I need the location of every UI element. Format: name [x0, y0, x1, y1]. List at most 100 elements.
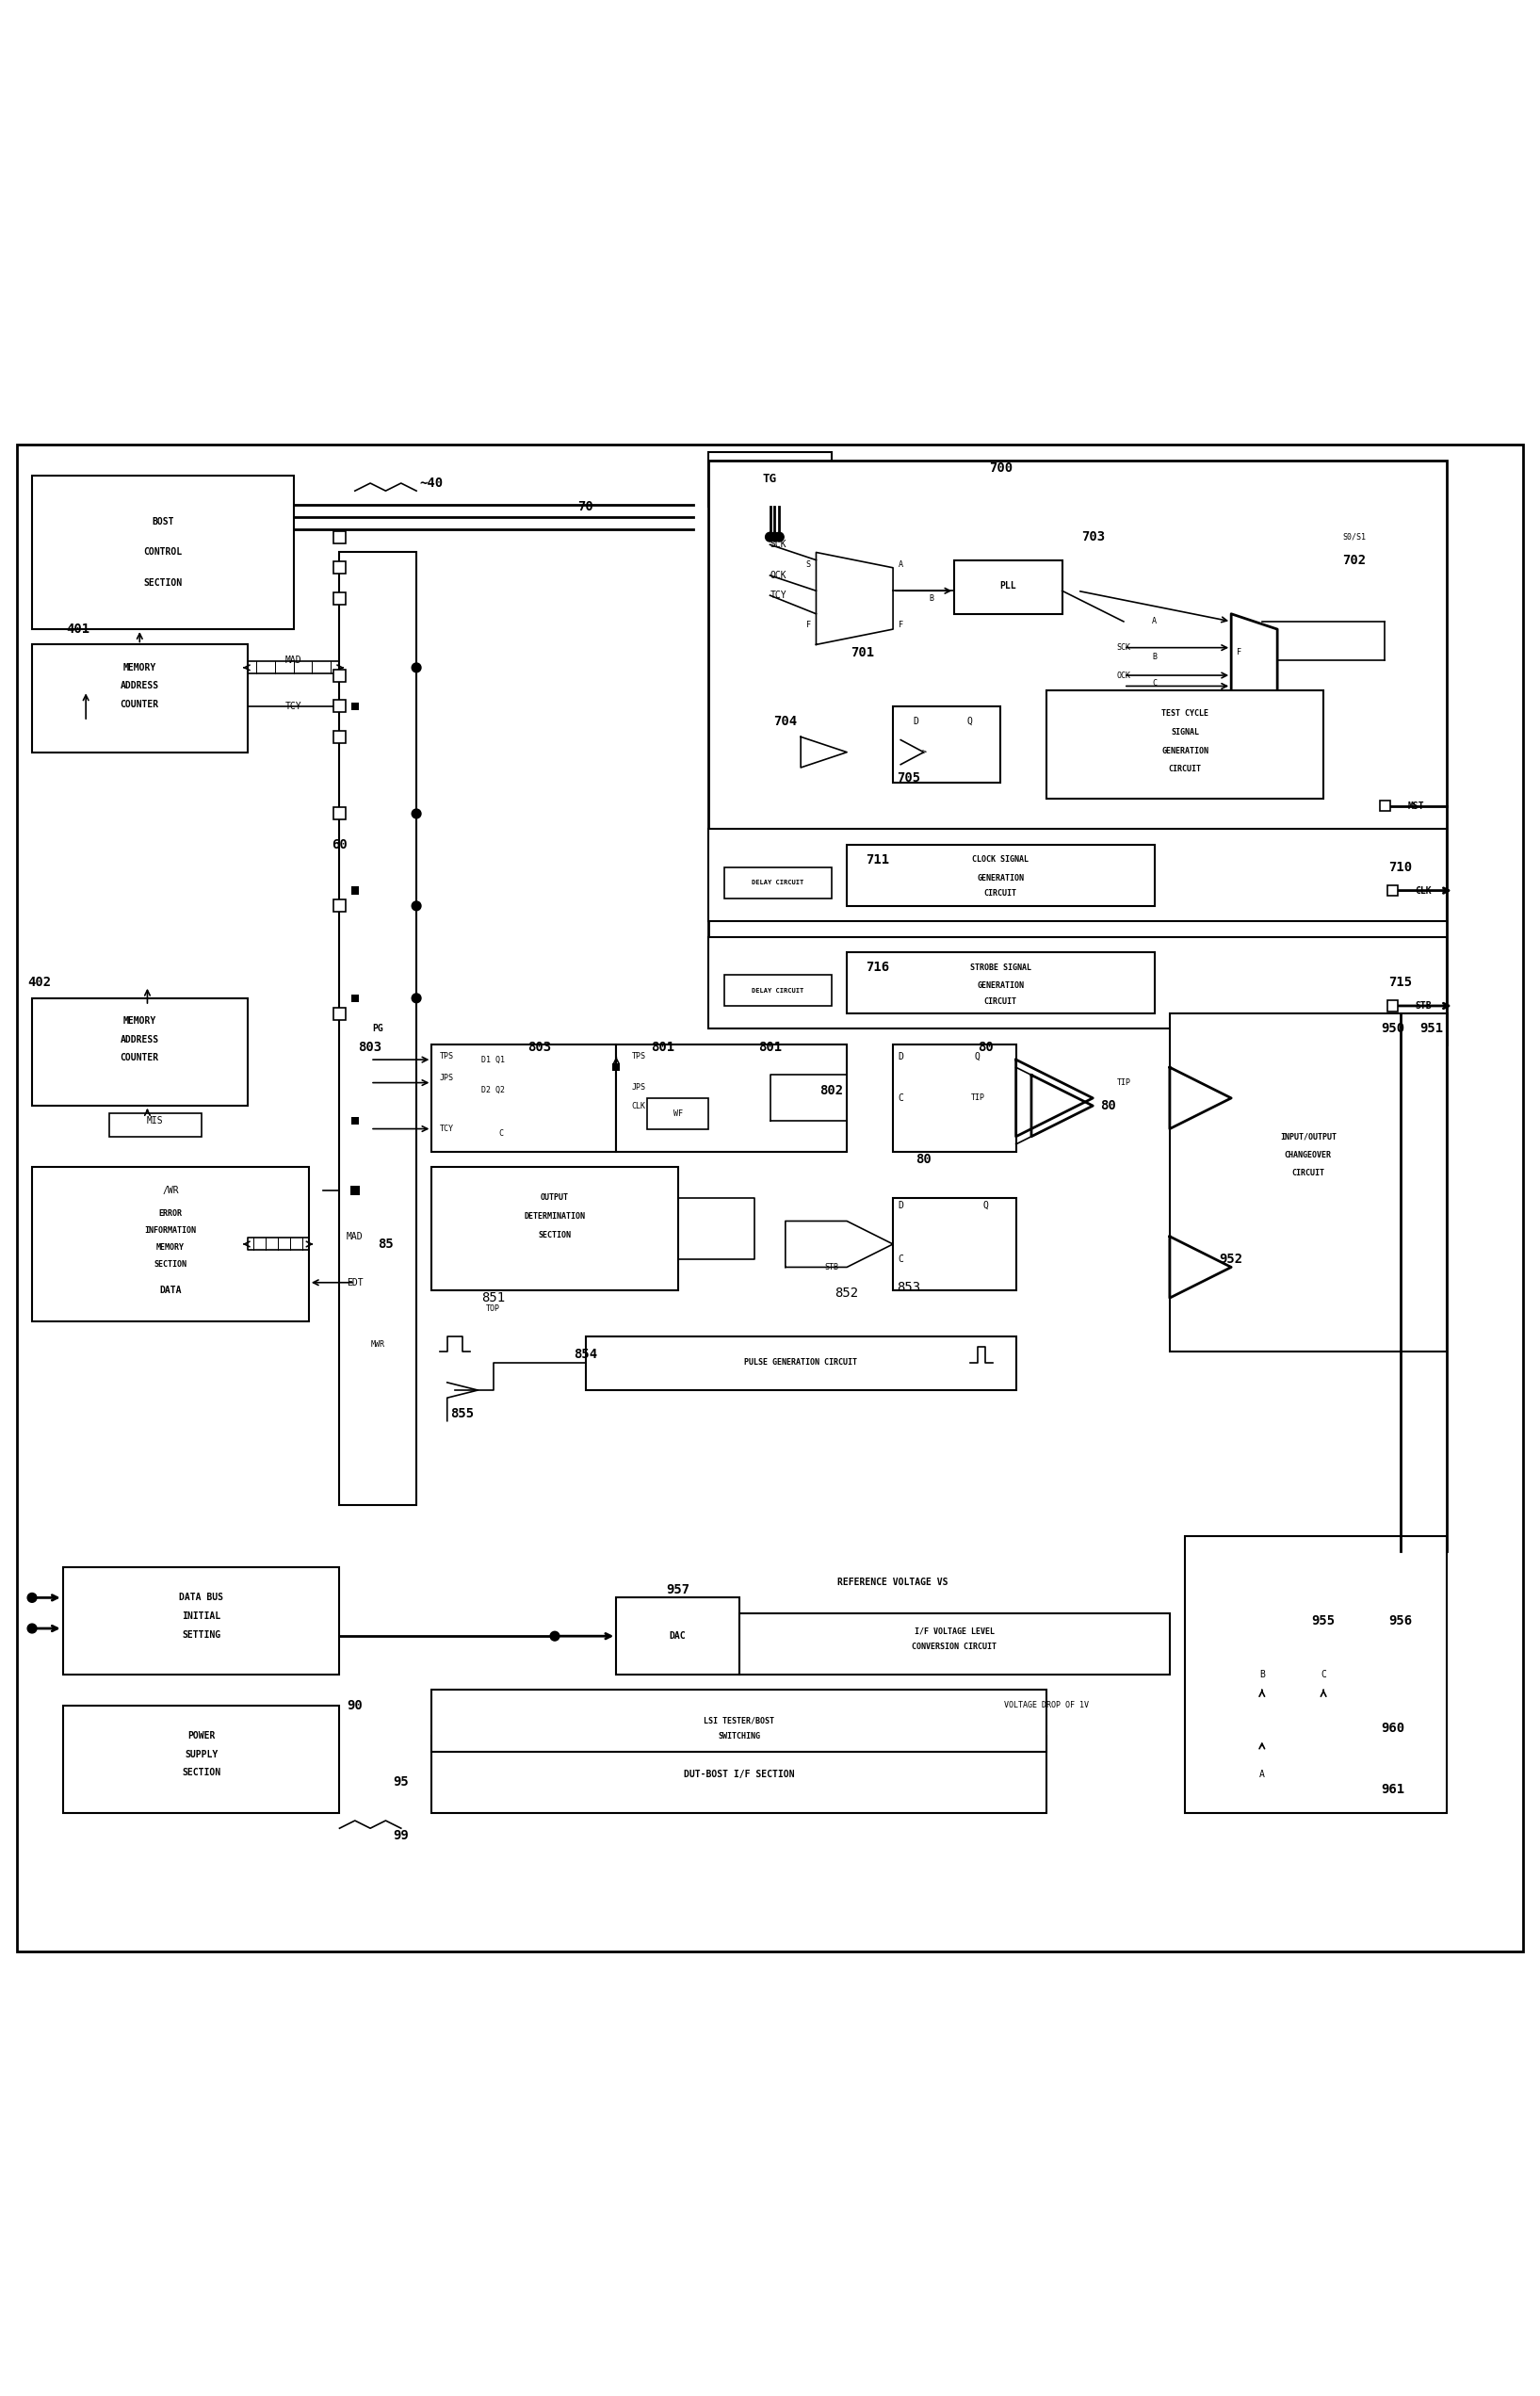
Text: C: C [898, 1093, 904, 1102]
Text: 700: 700 [989, 460, 1012, 474]
Text: 715: 715 [1389, 975, 1412, 990]
FancyBboxPatch shape [431, 1045, 616, 1152]
Text: DUT-BOST I/F SECTION: DUT-BOST I/F SECTION [684, 1771, 795, 1780]
Text: CLK: CLK [1415, 887, 1432, 896]
Text: OUTPUT: OUTPUT [541, 1193, 568, 1203]
Text: 853: 853 [896, 1279, 921, 1294]
Circle shape [411, 664, 420, 673]
FancyBboxPatch shape [724, 975, 832, 1006]
Text: 705: 705 [896, 772, 921, 786]
FancyBboxPatch shape [333, 731, 345, 743]
Text: B: B [929, 594, 933, 604]
FancyBboxPatch shape [431, 1689, 1047, 1751]
FancyBboxPatch shape [585, 1337, 1016, 1390]
FancyBboxPatch shape [333, 700, 345, 712]
Text: CONVERSION CIRCUIT: CONVERSION CIRCUIT [912, 1644, 996, 1651]
Text: 854: 854 [574, 1349, 598, 1361]
Text: A: A [1260, 1771, 1264, 1780]
FancyBboxPatch shape [893, 707, 1001, 783]
Text: D: D [913, 716, 919, 726]
Text: 703: 703 [1081, 530, 1104, 544]
Text: CLOCK SIGNAL: CLOCK SIGNAL [972, 855, 1029, 865]
FancyBboxPatch shape [350, 1186, 359, 1196]
Text: OCK: OCK [770, 570, 787, 580]
Text: 960: 960 [1381, 1723, 1404, 1735]
FancyBboxPatch shape [893, 1045, 1016, 1152]
Text: 852: 852 [835, 1287, 859, 1301]
Text: D: D [898, 1200, 904, 1210]
Text: TIP: TIP [1116, 1078, 1130, 1088]
Text: COUNTER: COUNTER [120, 700, 159, 709]
Text: 961: 961 [1381, 1783, 1404, 1797]
Text: PULSE GENERATION CIRCUIT: PULSE GENERATION CIRCUIT [744, 1359, 858, 1366]
Text: 80: 80 [1101, 1100, 1116, 1112]
Text: SECTION: SECTION [539, 1232, 571, 1239]
FancyBboxPatch shape [893, 1198, 1016, 1289]
FancyBboxPatch shape [847, 951, 1155, 1014]
Text: CIRCUIT: CIRCUIT [984, 889, 1016, 898]
FancyBboxPatch shape [32, 1167, 310, 1320]
FancyBboxPatch shape [351, 887, 359, 894]
Text: MEMORY: MEMORY [123, 664, 156, 673]
Text: GENERATION: GENERATION [976, 875, 1024, 882]
Text: MAD: MAD [285, 654, 302, 664]
FancyBboxPatch shape [708, 829, 1446, 922]
Text: 401: 401 [66, 623, 89, 635]
FancyBboxPatch shape [333, 1006, 345, 1021]
Text: 956: 956 [1389, 1615, 1412, 1627]
Text: EDT: EDT [346, 1277, 363, 1287]
FancyBboxPatch shape [351, 702, 359, 709]
Text: STB: STB [824, 1263, 839, 1272]
FancyBboxPatch shape [708, 937, 1446, 1028]
Text: MEMORY: MEMORY [123, 1016, 156, 1025]
Text: Q: Q [967, 716, 973, 726]
Text: SIGNAL: SIGNAL [1170, 728, 1200, 736]
FancyBboxPatch shape [63, 1706, 339, 1814]
FancyBboxPatch shape [339, 553, 416, 1505]
Text: 851: 851 [482, 1291, 505, 1303]
Text: JPS: JPS [631, 1083, 645, 1093]
Text: C: C [499, 1129, 504, 1138]
Text: Q: Q [983, 1200, 989, 1210]
Text: 702: 702 [1343, 553, 1366, 565]
Text: 716: 716 [865, 961, 890, 975]
Text: 950: 950 [1381, 1023, 1404, 1035]
FancyBboxPatch shape [1047, 690, 1323, 798]
Text: 70: 70 [578, 501, 593, 513]
Circle shape [765, 532, 775, 541]
Text: S: S [805, 561, 810, 568]
Text: INFORMATION: INFORMATION [145, 1227, 196, 1234]
FancyBboxPatch shape [333, 592, 345, 604]
Text: TCY: TCY [770, 592, 787, 599]
Text: INPUT/OUTPUT: INPUT/OUTPUT [1280, 1133, 1337, 1140]
FancyBboxPatch shape [1170, 1014, 1446, 1351]
Text: 855: 855 [451, 1406, 474, 1421]
FancyBboxPatch shape [333, 532, 345, 544]
Text: SECTION: SECTION [182, 1768, 220, 1778]
Text: SUPPLY: SUPPLY [185, 1749, 217, 1759]
Text: B: B [1152, 652, 1157, 661]
Text: MWR: MWR [371, 1339, 385, 1349]
FancyBboxPatch shape [109, 1114, 202, 1136]
FancyBboxPatch shape [32, 645, 248, 752]
Text: TEST CYCLE: TEST CYCLE [1161, 709, 1209, 719]
Text: 801: 801 [758, 1040, 782, 1054]
Text: TOP: TOP [487, 1303, 500, 1313]
FancyBboxPatch shape [32, 999, 248, 1107]
Text: 803: 803 [528, 1040, 551, 1054]
Circle shape [775, 532, 784, 541]
Text: MST: MST [1408, 800, 1425, 810]
Text: STROBE SIGNAL: STROBE SIGNAL [970, 963, 1032, 973]
Text: COUNTER: COUNTER [120, 1054, 159, 1064]
Text: TG: TG [762, 472, 778, 484]
Text: F: F [898, 621, 902, 628]
Text: I/F VOLTAGE LEVEL: I/F VOLTAGE LEVEL [915, 1627, 995, 1636]
Text: CHANGEOVER: CHANGEOVER [1284, 1150, 1332, 1160]
FancyBboxPatch shape [708, 460, 1446, 1014]
Text: 80: 80 [916, 1152, 932, 1167]
Text: CIRCUIT: CIRCUIT [1169, 764, 1201, 774]
Text: ADDRESS: ADDRESS [120, 680, 159, 690]
FancyBboxPatch shape [351, 1117, 359, 1126]
Text: SECTION: SECTION [143, 577, 182, 587]
Text: PG: PG [373, 1023, 383, 1033]
